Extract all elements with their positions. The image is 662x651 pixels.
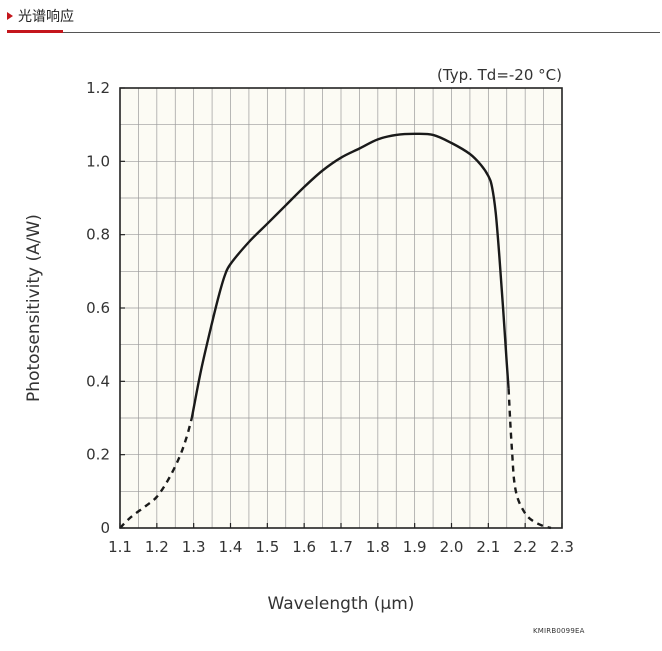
condition-annotation: (Typ. Td=-20 °C) bbox=[437, 66, 562, 84]
x-tick-label: 1.2 bbox=[145, 538, 169, 556]
x-tick-label: 1.9 bbox=[403, 538, 427, 556]
sensitivity-curve-dashed-1 bbox=[119, 417, 193, 529]
x-tick-label: 1.6 bbox=[292, 538, 316, 556]
y-tick-label: 0.2 bbox=[86, 446, 110, 464]
x-tick-label: 1.7 bbox=[329, 538, 353, 556]
x-tick-label: 2.0 bbox=[440, 538, 464, 556]
x-tick-label: 1.8 bbox=[366, 538, 390, 556]
x-tick-label: 1.3 bbox=[182, 538, 206, 556]
y-tick-label: 0.6 bbox=[86, 299, 110, 317]
sensitivity-curve-solid bbox=[190, 132, 510, 419]
x-tick-label: 2.2 bbox=[513, 538, 537, 556]
y-tick-label: 1.0 bbox=[86, 152, 110, 170]
spectral-response-chart: 1.1 1.2 1.3 1.4 1.5 1.6 1.7 1.8 1.9 2.0 2.1 2.2 2.3 … bbox=[24, 66, 574, 614]
x-tick-label: 1.1 bbox=[108, 538, 132, 556]
y-axis-label: Photosensitivity (A/W) bbox=[24, 214, 44, 402]
x-tick-label: 2.3 bbox=[550, 538, 574, 556]
y-tick-label: 0 bbox=[100, 519, 110, 537]
section-title: 光谱响应 bbox=[18, 9, 74, 25]
x-tick-label: 1.5 bbox=[255, 538, 279, 556]
x-tick-label: 2.1 bbox=[476, 538, 500, 556]
x-tick-label: 1.4 bbox=[219, 538, 243, 556]
y-tick-label: 1.2 bbox=[86, 79, 110, 97]
y-tick-label: 0.8 bbox=[86, 226, 110, 244]
section-header: 光谱响应 bbox=[0, 0, 662, 34]
figure-code: KMIRB0099EA bbox=[533, 627, 585, 635]
header-accent-bar bbox=[7, 30, 63, 33]
bullet-triangle-icon bbox=[7, 12, 13, 20]
sensitivity-curve-dashed-2 bbox=[507, 388, 552, 530]
header-divider bbox=[7, 32, 660, 33]
x-axis-label: Wavelength (μm) bbox=[268, 594, 415, 614]
y-tick-label: 0.4 bbox=[86, 372, 110, 390]
